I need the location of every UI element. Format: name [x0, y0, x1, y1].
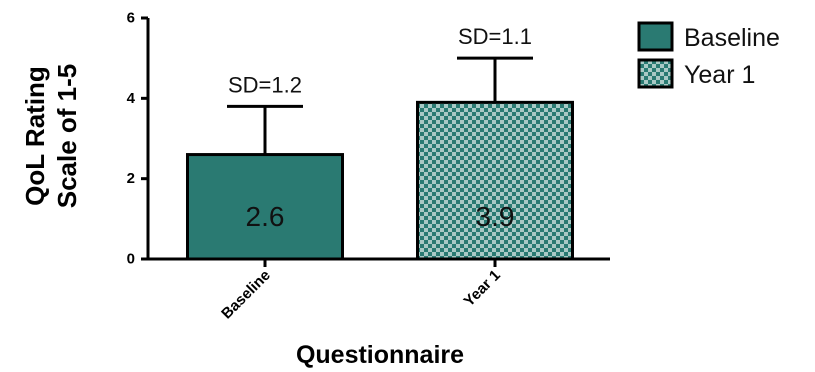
data-label-baseline: 2.6 [246, 201, 285, 232]
y-tick-label: 2 [127, 170, 135, 187]
error-bar-baseline [227, 104, 303, 155]
y-tick-label: 4 [127, 90, 136, 107]
y-ticks: 0 2 4 6 [127, 10, 148, 268]
y-tick-label: 0 [127, 251, 135, 268]
legend-swatch-baseline [637, 21, 674, 52]
legend-swatch-year-1 [637, 58, 674, 89]
x-tick-label-baseline: Baseline [218, 267, 274, 323]
legend: Baseline Year 1 [637, 21, 780, 89]
x-axis-title: Questionnaire [296, 341, 464, 369]
legend-label-baseline: Baseline [684, 24, 780, 52]
bar-baseline [186, 153, 344, 261]
y-axis-title-line-2: Scale of 1-5 [52, 64, 82, 209]
sd-label-baseline: SD=1.2 [228, 72, 302, 97]
data-label-year-1: 3.9 [476, 201, 515, 232]
y-axis-title-line-1: QoL Rating [20, 66, 50, 206]
legend-label-year-1: Year 1 [684, 61, 755, 89]
bar-year-1 [416, 100, 574, 261]
x-tick-label-year-1: Year 1 [461, 267, 504, 310]
y-axis-title: QoL Rating Scale of 1-5 [20, 64, 82, 209]
sd-label-year-1: SD=1.1 [458, 24, 532, 49]
error-bar-year-1 [457, 56, 533, 103]
y-tick-label: 6 [127, 10, 135, 27]
